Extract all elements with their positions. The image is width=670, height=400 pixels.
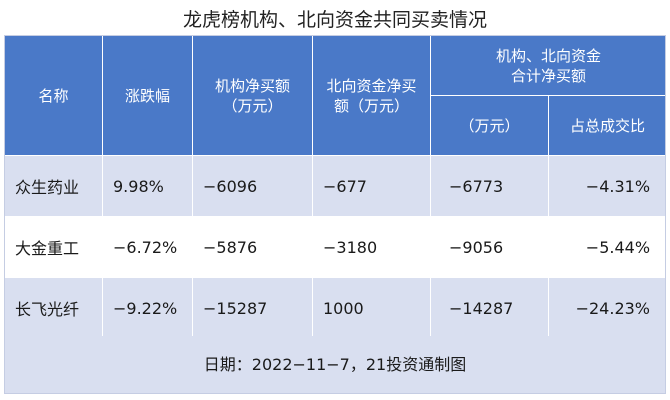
cell-inst: −6096 xyxy=(192,155,313,217)
header-change: 涨跌幅 xyxy=(102,35,193,156)
data-table: 名称 涨跌幅 机构净买额 （万元） 北向资金净买 额（万元） 机构、北向资金 合… xyxy=(4,35,668,339)
cell-combined: −9056 xyxy=(430,216,549,278)
header-north: 北向资金净买 额（万元） xyxy=(312,35,431,156)
cell-north: −677 xyxy=(312,155,431,217)
header-name: 名称 xyxy=(4,35,103,156)
cell-inst: −5876 xyxy=(192,216,313,278)
cell-inst: −15287 xyxy=(192,277,313,339)
table-row: 众生药业 9.98% −6096 −677 −6773 −4.31% xyxy=(4,155,668,217)
cell-north: 1000 xyxy=(312,277,431,339)
cell-change: −6.72% xyxy=(102,216,193,278)
header-north-line2: 额（万元） xyxy=(333,96,409,115)
header-inst-line1: 机构净买额 xyxy=(214,76,290,95)
header-combined-line1: 机构、北向资金 xyxy=(496,46,602,65)
header-combined-unit: （万元） xyxy=(430,95,549,156)
cell-change: 9.98% xyxy=(102,155,193,217)
table-row: 长飞光纤 −9.22% −15287 1000 −14287 −24.23% xyxy=(4,277,668,339)
cell-share: −4.31% xyxy=(547,155,668,217)
header-north-line1: 北向资金净买 xyxy=(326,76,417,95)
cell-share: −5.44% xyxy=(547,216,668,278)
cell-change: −9.22% xyxy=(102,277,193,339)
page-title: 龙虎榜机构、北向资金共同买卖情况 xyxy=(182,9,487,31)
cell-name: 众生药业 xyxy=(4,155,103,217)
cell-share: −24.23% xyxy=(547,277,668,339)
header-inst-line2: （万元） xyxy=(222,96,283,115)
header-combined-group: 机构、北向资金 合计净买额 xyxy=(429,35,668,96)
header-share: 占总成交比 xyxy=(547,95,668,156)
header-inst: 机构净买额 （万元） xyxy=(192,35,313,156)
footer-caption: 日期：2022−11−7，21投资通制图 xyxy=(4,336,666,394)
cell-combined: −6773 xyxy=(430,155,549,217)
header-combined-line2: 合计净买额 xyxy=(511,66,587,85)
cell-name: 大金重工 xyxy=(4,216,103,278)
cell-combined: −14287 xyxy=(430,277,549,339)
cell-north: −3180 xyxy=(312,216,431,278)
table-row: 大金重工 −6.72% −5876 −3180 −9056 −5.44% xyxy=(4,216,668,278)
cell-name: 长飞光纤 xyxy=(4,277,103,339)
